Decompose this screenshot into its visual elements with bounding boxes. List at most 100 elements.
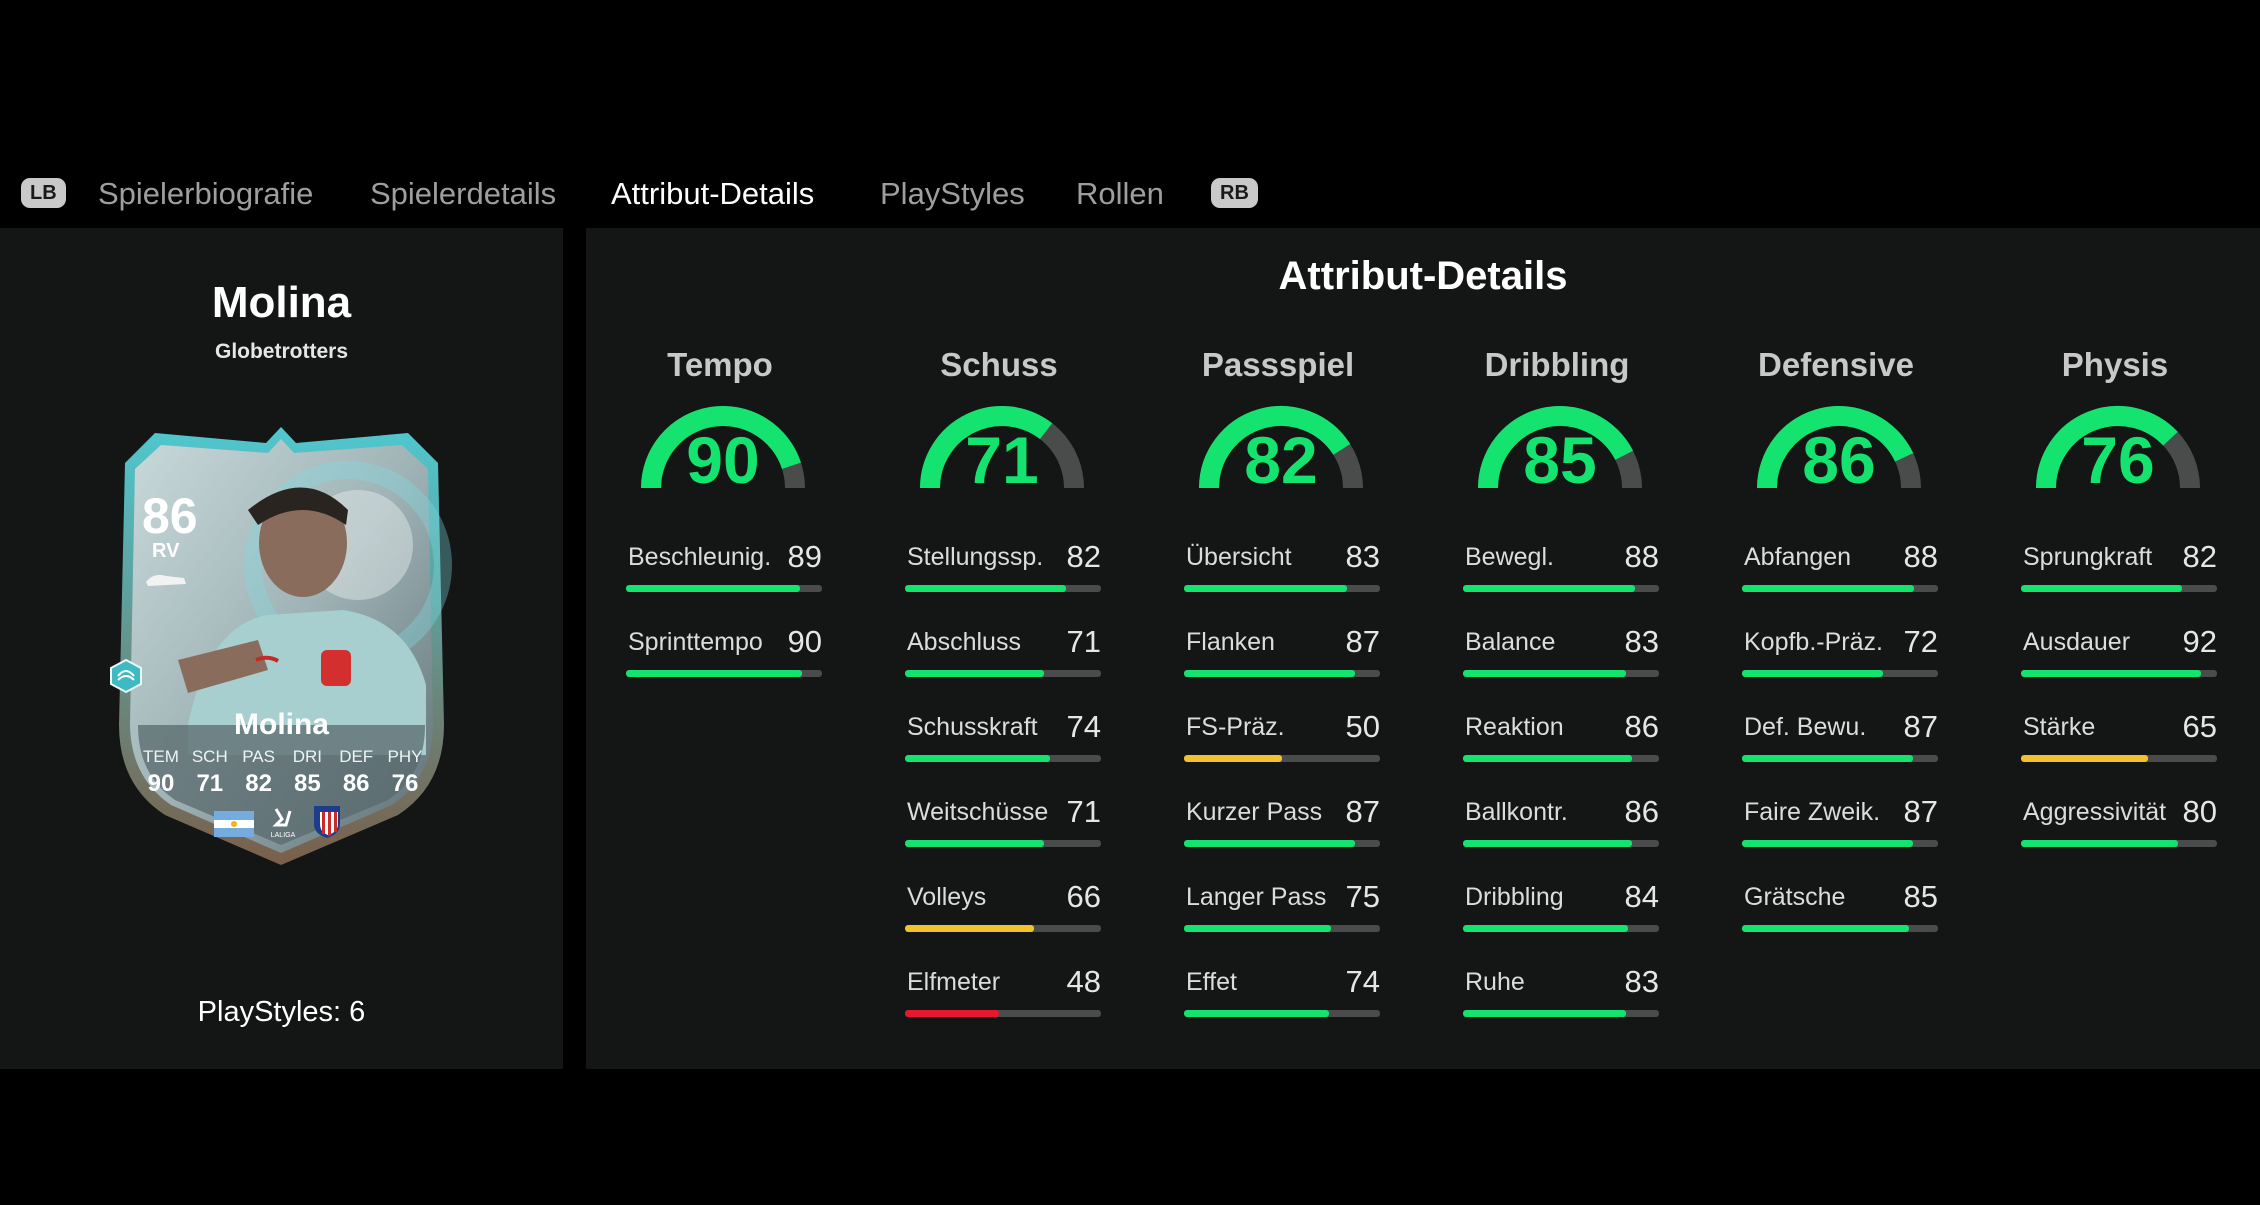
attribute-bar <box>1742 840 1938 847</box>
attribute-row: Volleys 66 <box>905 879 1101 943</box>
attribute-bar <box>1184 670 1380 677</box>
attribute-value: 85 <box>1903 879 1938 914</box>
category-gauge: 90 <box>638 400 808 500</box>
attribute-value: 89 <box>787 539 822 574</box>
category-value: 86 <box>1802 423 1876 497</box>
category-dribbling: Dribbling 85 Bewegl. 88 Balance 83 Reaktion 86 B… <box>1443 328 1701 1069</box>
attribute-name: Faire Zweik. <box>1744 798 1881 826</box>
attribute-bar <box>905 925 1101 932</box>
attribute-row: Reaktion 86 <box>1463 709 1659 773</box>
attribute-bar-fill <box>1184 755 1282 762</box>
attribute-row: Abschluss 71 <box>905 624 1101 688</box>
attribute-value: 80 <box>2182 794 2217 829</box>
card-stat-label: DEF <box>339 747 374 766</box>
attribute-bar-fill <box>1463 925 1628 932</box>
attribute-name: Ausdauer <box>2023 628 2131 656</box>
attribute-details-panel: Attribut-Details Tempo 90 Beschleunig. 89 Sp… <box>586 228 2260 1069</box>
attribute-bar <box>1463 755 1659 762</box>
attribute-bar <box>1742 670 1938 677</box>
card-stat: DEF 86 <box>333 747 379 798</box>
attribute-bar <box>1463 1010 1659 1017</box>
attribute-bar-fill <box>2021 670 2202 677</box>
attribute-name: Weitschüsse <box>907 798 1049 826</box>
attribute-bar-fill <box>1463 585 1636 592</box>
attribute-value: 84 <box>1624 879 1659 914</box>
attribute-name: Elfmeter <box>907 968 1001 996</box>
globetrotters-icon <box>110 658 142 694</box>
card-rating: 86 <box>142 488 198 544</box>
attribute-bar <box>1184 925 1380 932</box>
attribute-name: Kurzer Pass <box>1186 798 1323 826</box>
attribute-name: Schusskraft <box>907 713 1038 741</box>
attribute-row: Kurzer Pass 87 <box>1184 794 1380 858</box>
attribute-bar-fill <box>905 925 1035 932</box>
attribute-bar <box>1184 1010 1380 1017</box>
attribute-value: 86 <box>1624 794 1659 829</box>
gauge-fill <box>1757 406 1914 489</box>
attribute-value: 88 <box>1624 539 1659 574</box>
attribute-name: Langer Pass <box>1186 883 1327 911</box>
attribute-row: Def. Bewu. 87 <box>1742 709 1938 773</box>
attribute-value: 75 <box>1345 879 1380 914</box>
attribute-row: Stärke 65 <box>2021 709 2217 773</box>
rb-bumper-button[interactable]: RB <box>1211 178 1258 208</box>
tab-spielerbiografie[interactable]: Spielerbiografie <box>98 176 314 211</box>
attribute-row: Sprungkraft 82 <box>2021 539 2217 603</box>
tab-playstyles[interactable]: PlayStyles <box>880 176 1025 211</box>
attribute-bar <box>1184 585 1380 592</box>
attribute-bar <box>1184 755 1380 762</box>
attribute-bar <box>1184 840 1380 847</box>
attribute-bar <box>1742 585 1938 592</box>
attribute-bar <box>905 1010 1101 1017</box>
attribute-name: Stärke <box>2023 713 2096 741</box>
attribute-bar-fill <box>1742 755 1913 762</box>
attribute-value: 86 <box>1624 709 1659 744</box>
attribute-value: 72 <box>1903 624 1938 659</box>
category-gauge: 71 <box>917 400 1087 500</box>
attribute-row: Langer Pass 75 <box>1184 879 1380 943</box>
attribute-row: Elfmeter 48 <box>905 964 1101 1028</box>
card-stats: TEM 90 SCH 71 PAS 82 DRI 85 DEF 86 PHY 76 <box>138 747 428 798</box>
attribute-name: Balance <box>1465 628 1556 656</box>
attribute-row: Effet 74 <box>1184 964 1380 1028</box>
card-stat: SCH 71 <box>187 747 233 798</box>
attribute-row: Abfangen 88 <box>1742 539 1938 603</box>
attribute-bar <box>1463 925 1659 932</box>
tab-rollen[interactable]: Rollen <box>1076 176 1164 211</box>
attribute-name: Bewegl. <box>1465 543 1554 571</box>
card-frame <box>119 427 452 865</box>
category-title: Physis <box>2061 346 2169 383</box>
attribute-bar <box>1463 840 1659 847</box>
attribute-bar-fill <box>905 670 1045 677</box>
category-value: 71 <box>965 423 1039 497</box>
attribute-value: 83 <box>1624 964 1659 999</box>
attribute-bar <box>2021 585 2217 592</box>
attribute-row: Beschleunig. 89 <box>626 539 822 603</box>
attribute-bar-fill <box>626 670 803 677</box>
attribute-name: Grätsche <box>1744 883 1846 911</box>
argentina-flag-icon <box>214 811 254 837</box>
category-title: Dribbling <box>1484 346 1630 383</box>
attribute-bar <box>2021 840 2217 847</box>
card-stat-label: PAS <box>242 747 275 766</box>
attribute-name: FS-Präz. <box>1186 713 1285 741</box>
attribute-bar <box>1463 585 1659 592</box>
attribute-bar <box>905 670 1101 677</box>
atletico-madrid-crest-icon <box>314 806 340 838</box>
attribute-bar <box>1742 755 1938 762</box>
attribute-row: Ruhe 83 <box>1463 964 1659 1028</box>
attribute-value: 83 <box>1345 539 1380 574</box>
attribute-value: 87 <box>1903 709 1938 744</box>
tab-attribut-details[interactable]: Attribut-Details <box>611 176 815 211</box>
attribute-value: 65 <box>2182 709 2217 744</box>
attribute-value: 87 <box>1903 794 1938 829</box>
card-stat-label: PHY <box>387 747 423 766</box>
attribute-value: 71 <box>1066 624 1101 659</box>
tab-spielerdetails[interactable]: Spielerdetails <box>370 176 557 211</box>
attribute-row: Faire Zweik. 87 <box>1742 794 1938 858</box>
card-stat: PAS 82 <box>236 747 282 798</box>
lb-bumper-button[interactable]: LB <box>21 178 66 208</box>
category-title: Tempo <box>667 346 773 383</box>
player-card: 86 RV Molina TEM 90 SCH 71 PAS 82 DRI 85 DEF… <box>108 425 455 871</box>
attribute-name: Ruhe <box>1465 968 1525 996</box>
